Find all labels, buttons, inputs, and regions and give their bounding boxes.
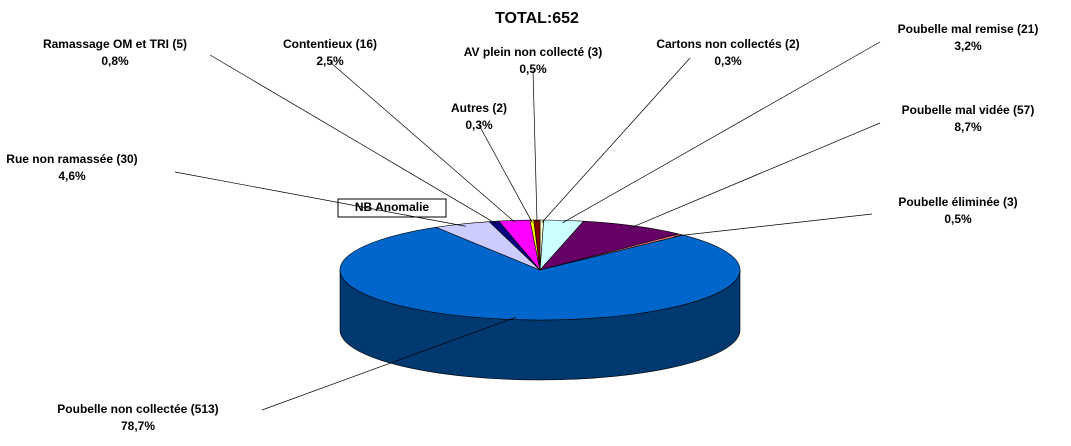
leader-line	[541, 57, 691, 223]
slice-label: Poubelle non collectée (513)	[57, 402, 218, 416]
value-label: 0,8%	[101, 54, 129, 68]
slice-label: Poubelle éliminée (3)	[898, 195, 1017, 209]
leader-line	[329, 61, 516, 224]
value-label: 2,5%	[316, 54, 344, 68]
leader-line	[478, 124, 533, 223]
slice-label: Contentieux (16)	[283, 37, 377, 51]
series-label: NB Anomalie	[355, 200, 430, 214]
leader-line	[629, 122, 881, 229]
slice-label: Rue non ramassée (30)	[6, 152, 137, 166]
leader-line	[261, 316, 517, 411]
value-label: 0,5%	[944, 212, 972, 226]
leader-line	[673, 213, 873, 237]
leader-line	[532, 69, 538, 223]
series-label-box	[337, 198, 447, 218]
value-label: 78,7%	[121, 419, 155, 433]
chart-title: TOTAL:652	[495, 10, 579, 27]
value-label: 0,5%	[519, 62, 547, 76]
value-label: 4,6%	[58, 169, 86, 183]
value-label: 3,2%	[954, 39, 982, 53]
value-label: 8,7%	[954, 120, 982, 134]
slice-label: Ramassage OM et TRI (5)	[43, 37, 187, 51]
slice-label: Poubelle mal remise (21)	[898, 22, 1039, 36]
value-label: 0,3%	[714, 54, 742, 68]
slice-label: Poubelle mal vidée (57)	[902, 103, 1035, 117]
slice-label: Cartons non collectés (2)	[656, 37, 799, 51]
leader-line	[174, 171, 466, 227]
slice-label: Autres (2)	[451, 101, 507, 115]
slice-label: AV plein non collecté (3)	[464, 45, 602, 59]
leader-line	[209, 54, 497, 225]
leader-line	[562, 41, 881, 224]
slice	[339, 226, 741, 321]
value-label: 0,3%	[465, 118, 493, 132]
